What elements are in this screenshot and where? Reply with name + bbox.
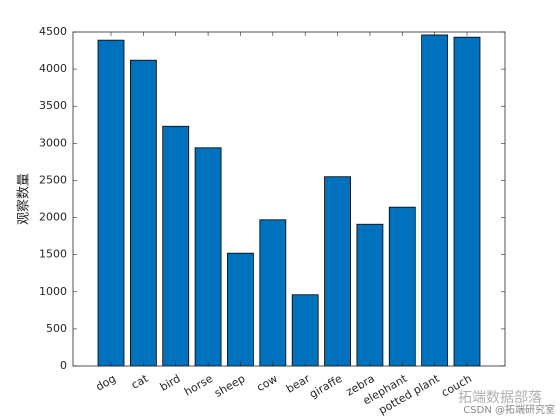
y-tick-label: 1500	[39, 248, 67, 261]
y-tick-label: 1000	[39, 285, 67, 298]
y-tick-label: 3000	[39, 136, 67, 149]
y-tick-label: 0	[60, 359, 67, 372]
bar	[97, 39, 125, 367]
watermark-credit: CSDN @拓端研究室	[463, 403, 555, 416]
bar	[388, 206, 416, 367]
bar	[421, 34, 449, 367]
y-axis-label: 观察数量	[17, 173, 32, 225]
bar	[259, 219, 287, 367]
y-tick-label: 2000	[39, 211, 67, 224]
bar	[324, 176, 351, 367]
bar	[227, 252, 254, 367]
bar	[129, 59, 157, 367]
bar	[453, 36, 481, 367]
y-tick-label: 4000	[39, 62, 67, 75]
bar	[194, 147, 222, 367]
y-tick-label: 2500	[39, 173, 67, 186]
bar	[162, 125, 190, 367]
y-tick-label: 3500	[39, 99, 67, 112]
watermark-brand: 拓端数据部落	[458, 390, 542, 406]
bar	[356, 223, 384, 367]
y-tick-label: 500	[46, 322, 67, 335]
bar	[291, 294, 319, 367]
axes-box	[72, 31, 506, 367]
y-tick-label: 4500	[39, 25, 67, 38]
